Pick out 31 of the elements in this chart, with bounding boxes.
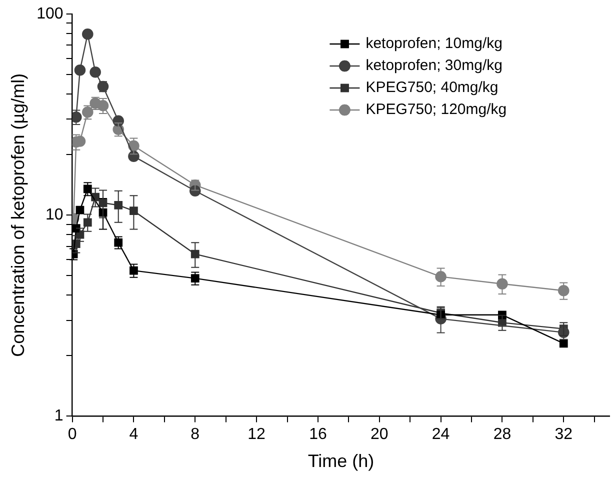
x-tick-label: 20	[370, 426, 388, 444]
legend-label: KPEG750; 120mg/kg	[366, 101, 507, 118]
x-tick-label: 28	[493, 426, 512, 444]
point	[76, 206, 84, 214]
point	[130, 206, 138, 216]
y-axis-title: Concentration of ketoprofen (µg/ml)	[8, 73, 28, 357]
legend-label: KPEG750; 40mg/kg	[366, 79, 498, 96]
point	[435, 271, 446, 282]
point	[82, 28, 94, 40]
point	[114, 201, 123, 210]
x-tick-label: 24	[432, 426, 450, 444]
x-tick-label: 4	[129, 426, 138, 444]
x-tick-label: 16	[309, 426, 327, 444]
point	[74, 64, 86, 76]
point	[496, 278, 508, 290]
x-axis-title: Time (h)	[308, 451, 374, 472]
x-tick-label: 8	[190, 426, 200, 444]
x-tick-label: 32	[554, 426, 573, 444]
y-tick-label: 100	[36, 5, 64, 22]
point	[83, 218, 92, 227]
point	[72, 224, 80, 232]
legend-label: ketoprofen; 10mg/kg	[366, 35, 502, 52]
x-tick-label: 0	[68, 426, 77, 444]
point	[97, 100, 109, 112]
y-tick-label: 1	[54, 408, 64, 425]
point	[190, 250, 200, 258]
x-tick-label: 12	[248, 426, 266, 444]
legend-label: ketoprofen; 30mg/kg	[366, 57, 502, 74]
point	[559, 339, 568, 348]
y-tick-label: 10	[46, 206, 64, 224]
point	[90, 66, 101, 78]
